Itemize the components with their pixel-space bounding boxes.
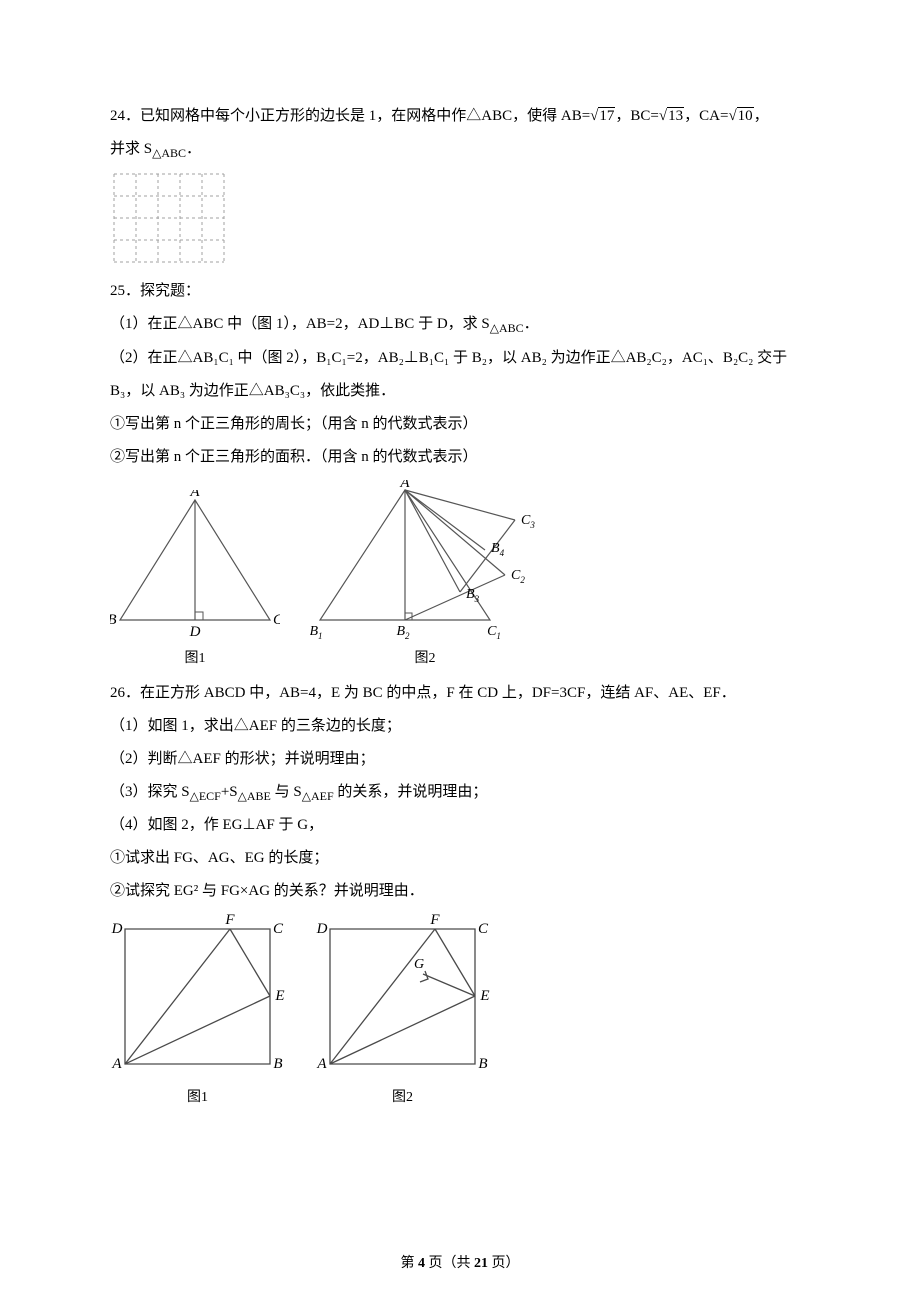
svg-text:D: D [189,624,201,640]
svg-text:B4: B4 [491,541,505,558]
page-footer: 第 4 页（共 21 页） [0,1252,920,1272]
svg-text:E: E [274,988,284,1004]
svg-text:B: B [273,1056,282,1072]
q26-p6: ②试探究 EG² 与 FG×AG 的关系？并说明理由． [110,875,810,908]
q26-figures: D C B A E F 图1 G D C B A E F 图2 [110,914,810,1106]
svg-text:B2: B2 [396,624,410,640]
q25-p2b: B₃，以 AB₃ 为边作正△AB₃C₃，依此类推． [110,375,810,408]
svg-text:F: F [224,914,235,928]
q26-fig2-block: G D C B A E F 图2 [315,914,490,1106]
q26-fig1-cap: 图1 [110,1086,285,1106]
svg-text:B: B [478,1056,487,1072]
svg-text:F: F [429,914,440,928]
q24-num: 24． [110,108,140,124]
svg-text:D: D [316,921,328,937]
q26-p3: （3）探究 S△ECF+S△ABE 与 S△AEF 的关系，并说明理由； [110,776,810,809]
q26-p1: （1）如图 1，求出△AEF 的三条边的长度； [110,710,810,743]
q24-t1: 已知网格中每个小正方形的边长是 1，在网格中作△ABC，使得 AB= [140,108,590,124]
q24-line1: 24．已知网格中每个小正方形的边长是 1，在网格中作△ABC，使得 AB=√17… [110,100,810,133]
q25-p2: （2）在正△AB₁C₁ 中（图 2），B₁C₁=2，AB₂⊥B₁C₁ 于 B₂，… [110,342,810,375]
q26-p4: （4）如图 2，作 EG⊥AF 于 G， [110,809,810,842]
q25-p1: （1）在正△ABC 中（图 1），AB=2，AD⊥BC 于 D，求 S△ABC． [110,308,810,341]
svg-text:C: C [273,612,280,628]
q26-fig2-cap: 图2 [315,1086,490,1106]
svg-text:C2: C2 [511,568,525,585]
q24-tail: ， [754,108,769,124]
svg-text:A: A [399,480,410,491]
sqrt-10-icon: √10 [728,100,753,133]
svg-text:E: E [479,988,489,1004]
q24-line2: 并求 S△ABC． [110,133,810,166]
q26-fig1-block: D C B A E F 图1 [110,914,285,1106]
svg-text:B3: B3 [466,587,480,604]
svg-text:A: A [189,490,200,500]
svg-text:C: C [478,921,489,937]
svg-text:C1: C1 [487,624,501,640]
svg-text:B: B [110,612,117,628]
svg-text:A: A [111,1056,122,1072]
q26-fig2-svg: G D C B A E F [315,914,490,1079]
sqrt-13-icon: √13 [659,100,684,133]
q26-p5: ①试求出 FG、AG、EG 的长度； [110,842,810,875]
q25-head: 25．探究题： [110,275,810,308]
q25-figures: A B C D 图1 A B1 C1 B2 C2 B3 C3 B4 图2 [110,480,810,667]
q25-fig1-cap: 图1 [110,647,280,667]
q25-fig1-svg: A B C D [110,490,280,640]
q25-p4: ②写出第 n 个正三角形的面积．（用含 n 的代数式表示） [110,441,810,474]
q25-fig1-block: A B C D 图1 [110,490,280,667]
svg-text:A: A [316,1056,327,1072]
svg-text:C3: C3 [521,513,535,530]
q25-fig2-cap: 图2 [310,647,540,667]
svg-text:B1: B1 [310,624,323,640]
q24-m2: ，CA= [684,108,728,124]
svg-text:G: G [414,957,424,972]
q25-p3: ①写出第 n 个正三角形的周长；（用含 n 的代数式表示） [110,408,810,441]
q24-grid-figure [110,170,810,271]
q26-fig1-svg: D C B A E F [110,914,285,1079]
q26-p2: （2）判断△AEF 的形状；并说明理由； [110,743,810,776]
q25-fig2-block: A B1 C1 B2 C2 B3 C3 B4 图2 [310,480,540,667]
q26-head: 26．在正方形 ABCD 中，AB=4，E 为 BC 的中点，F 在 CD 上，… [110,677,810,710]
q24-m1: ，BC= [615,108,658,124]
svg-text:C: C [273,921,284,937]
q25-fig2-svg: A B1 C1 B2 C2 B3 C3 B4 [310,480,540,640]
svg-text:D: D [111,921,123,937]
sqrt-17-icon: √17 [590,100,615,133]
